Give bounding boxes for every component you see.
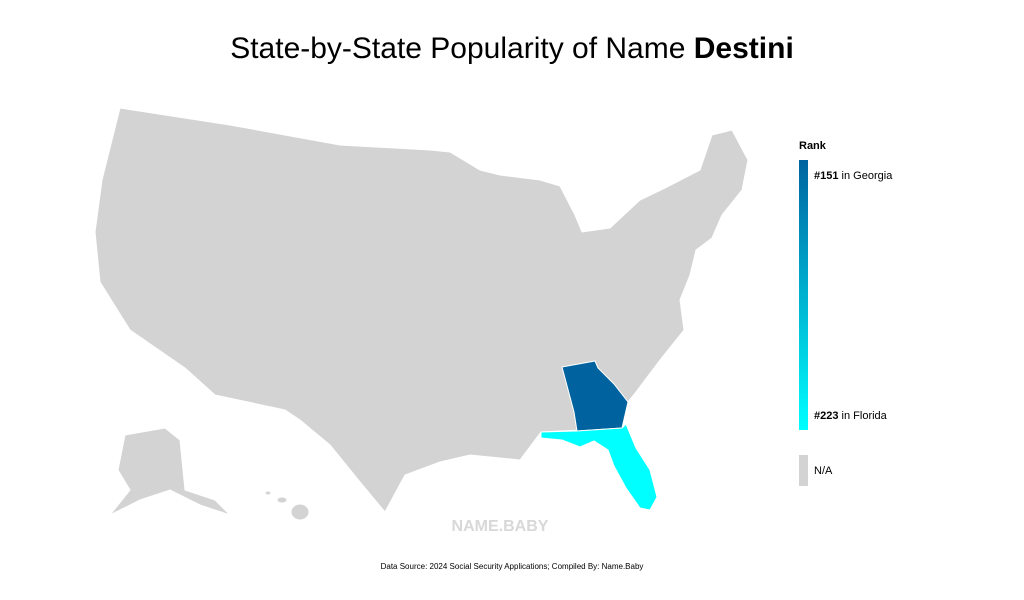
legend-na-swatch <box>799 455 808 486</box>
map <box>94 107 749 521</box>
state <box>561 360 629 432</box>
legend-connector: in <box>842 410 851 422</box>
ranked-states <box>540 360 658 511</box>
legend-state: Florida <box>853 410 888 422</box>
alaska <box>109 427 231 516</box>
lower-48 <box>94 107 749 513</box>
legend-entries: #151 in Georgia #223 in Florida <box>814 170 893 422</box>
hawaii <box>264 490 272 496</box>
title: State-by-State Popularity of Name Destin… <box>230 32 794 65</box>
legend-entry: #223 in Florida <box>814 410 888 422</box>
legend-state: Georgia <box>853 170 893 182</box>
legend-na: N/A <box>814 465 833 477</box>
legend-gradient <box>799 160 808 430</box>
state <box>540 423 658 511</box>
title-name: Destini <box>694 32 794 65</box>
source: Data Source: 2024 Social Security Applic… <box>381 562 644 571</box>
hawaii <box>276 496 288 504</box>
legend-entry: #151 in Georgia <box>814 170 893 182</box>
legend-connector: in <box>842 170 851 182</box>
legend-rank: #151 <box>814 170 838 182</box>
legend-title: Rank <box>799 140 827 152</box>
title-text: State-by-State Popularity of Name <box>230 32 685 65</box>
watermark: NAME.BABY <box>452 518 549 535</box>
hawaii <box>290 503 310 521</box>
legend-rank: #223 <box>814 410 838 422</box>
